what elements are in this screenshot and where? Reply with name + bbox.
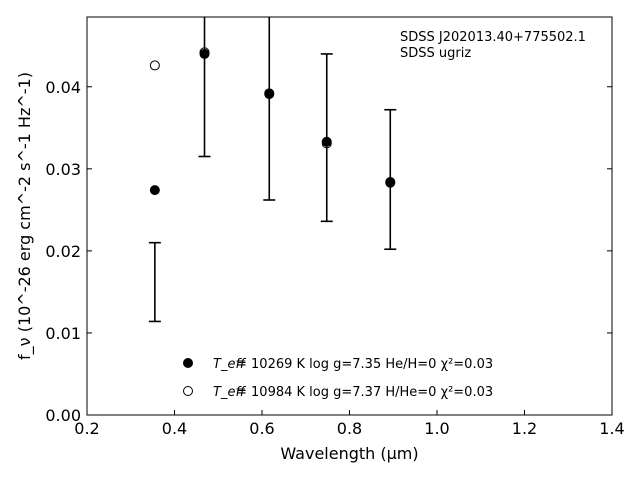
model-point-open (199, 47, 210, 58)
x-tick-label: 1.2 (512, 419, 537, 438)
legend-teff-label: T_eff (213, 385, 246, 400)
legend: T_eff = 10269 K log g=7.35 He/H=0 χ²=0.0… (183, 357, 493, 400)
model-point-open (321, 138, 332, 149)
y-tick-label: 0.02 (45, 242, 81, 261)
y-tick-label: 0.01 (45, 324, 81, 343)
model-point-open (149, 60, 160, 71)
legend-entry-label: = 10269 K log g=7.35 He/H=0 χ²=0.03 (236, 357, 493, 372)
y-axis-ticks: 0.00 0.01 0.02 0.03 0.04 (45, 78, 612, 425)
legend-entry-label: = 10984 K log g=7.37 H/He=0 χ²=0.03 (236, 385, 493, 400)
y-tick-label: 0.00 (45, 406, 81, 425)
plot-marks (148, 17, 397, 323)
x-tick-label: 0.4 (162, 419, 187, 438)
x-tick-label: 0.6 (249, 419, 274, 438)
x-axis-ticks: 0.2 0.4 0.6 0.8 1.0 1.2 1.4 (74, 410, 625, 438)
model-point-filled (149, 185, 160, 196)
model-point-open (385, 177, 396, 188)
x-axis-label: Wavelength (μm) (280, 444, 418, 463)
legend-marker-filled (183, 358, 193, 368)
y-axis-label: f_ν (10^-26 erg cm^-2 s^-1 Hz^-1) (15, 72, 35, 360)
annotation-filters: SDSS ugriz (400, 46, 471, 61)
legend-marker-open (183, 386, 193, 396)
x-tick-label: 1.0 (424, 419, 449, 438)
y-tick-label: 0.04 (45, 78, 81, 97)
x-tick-label: 0.8 (337, 419, 362, 438)
x-tick-label: 1.4 (599, 419, 624, 438)
y-tick-label: 0.03 (45, 160, 81, 179)
legend-teff-label: T_eff (213, 357, 246, 372)
x-tick-label: 0.2 (74, 419, 99, 438)
annotation-object-name: SDSS J202013.40+775502.1 (400, 30, 586, 45)
model-point-open (264, 89, 275, 100)
